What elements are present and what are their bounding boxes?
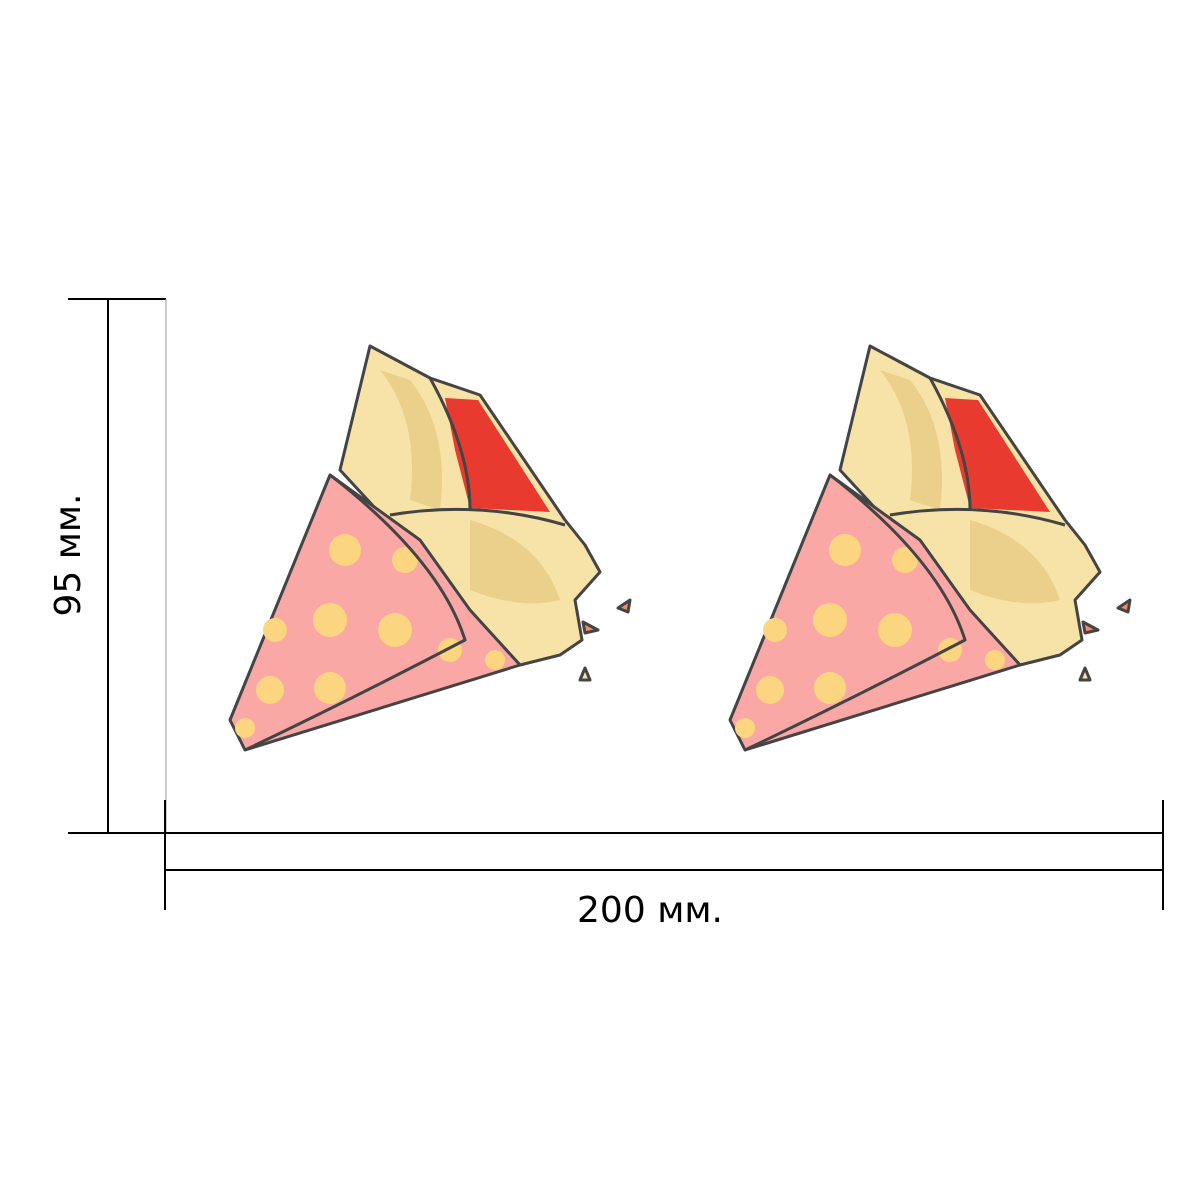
crepe-illustration	[228, 344, 632, 752]
illustrations	[228, 344, 1132, 752]
width-label: 200 мм.	[577, 890, 723, 931]
height-label: 95 мм.	[48, 493, 89, 616]
height-dimension: 95 мм.	[48, 298, 167, 834]
crepe-illustration	[728, 344, 1132, 752]
width-dimension: 200 мм.	[164, 800, 1164, 931]
